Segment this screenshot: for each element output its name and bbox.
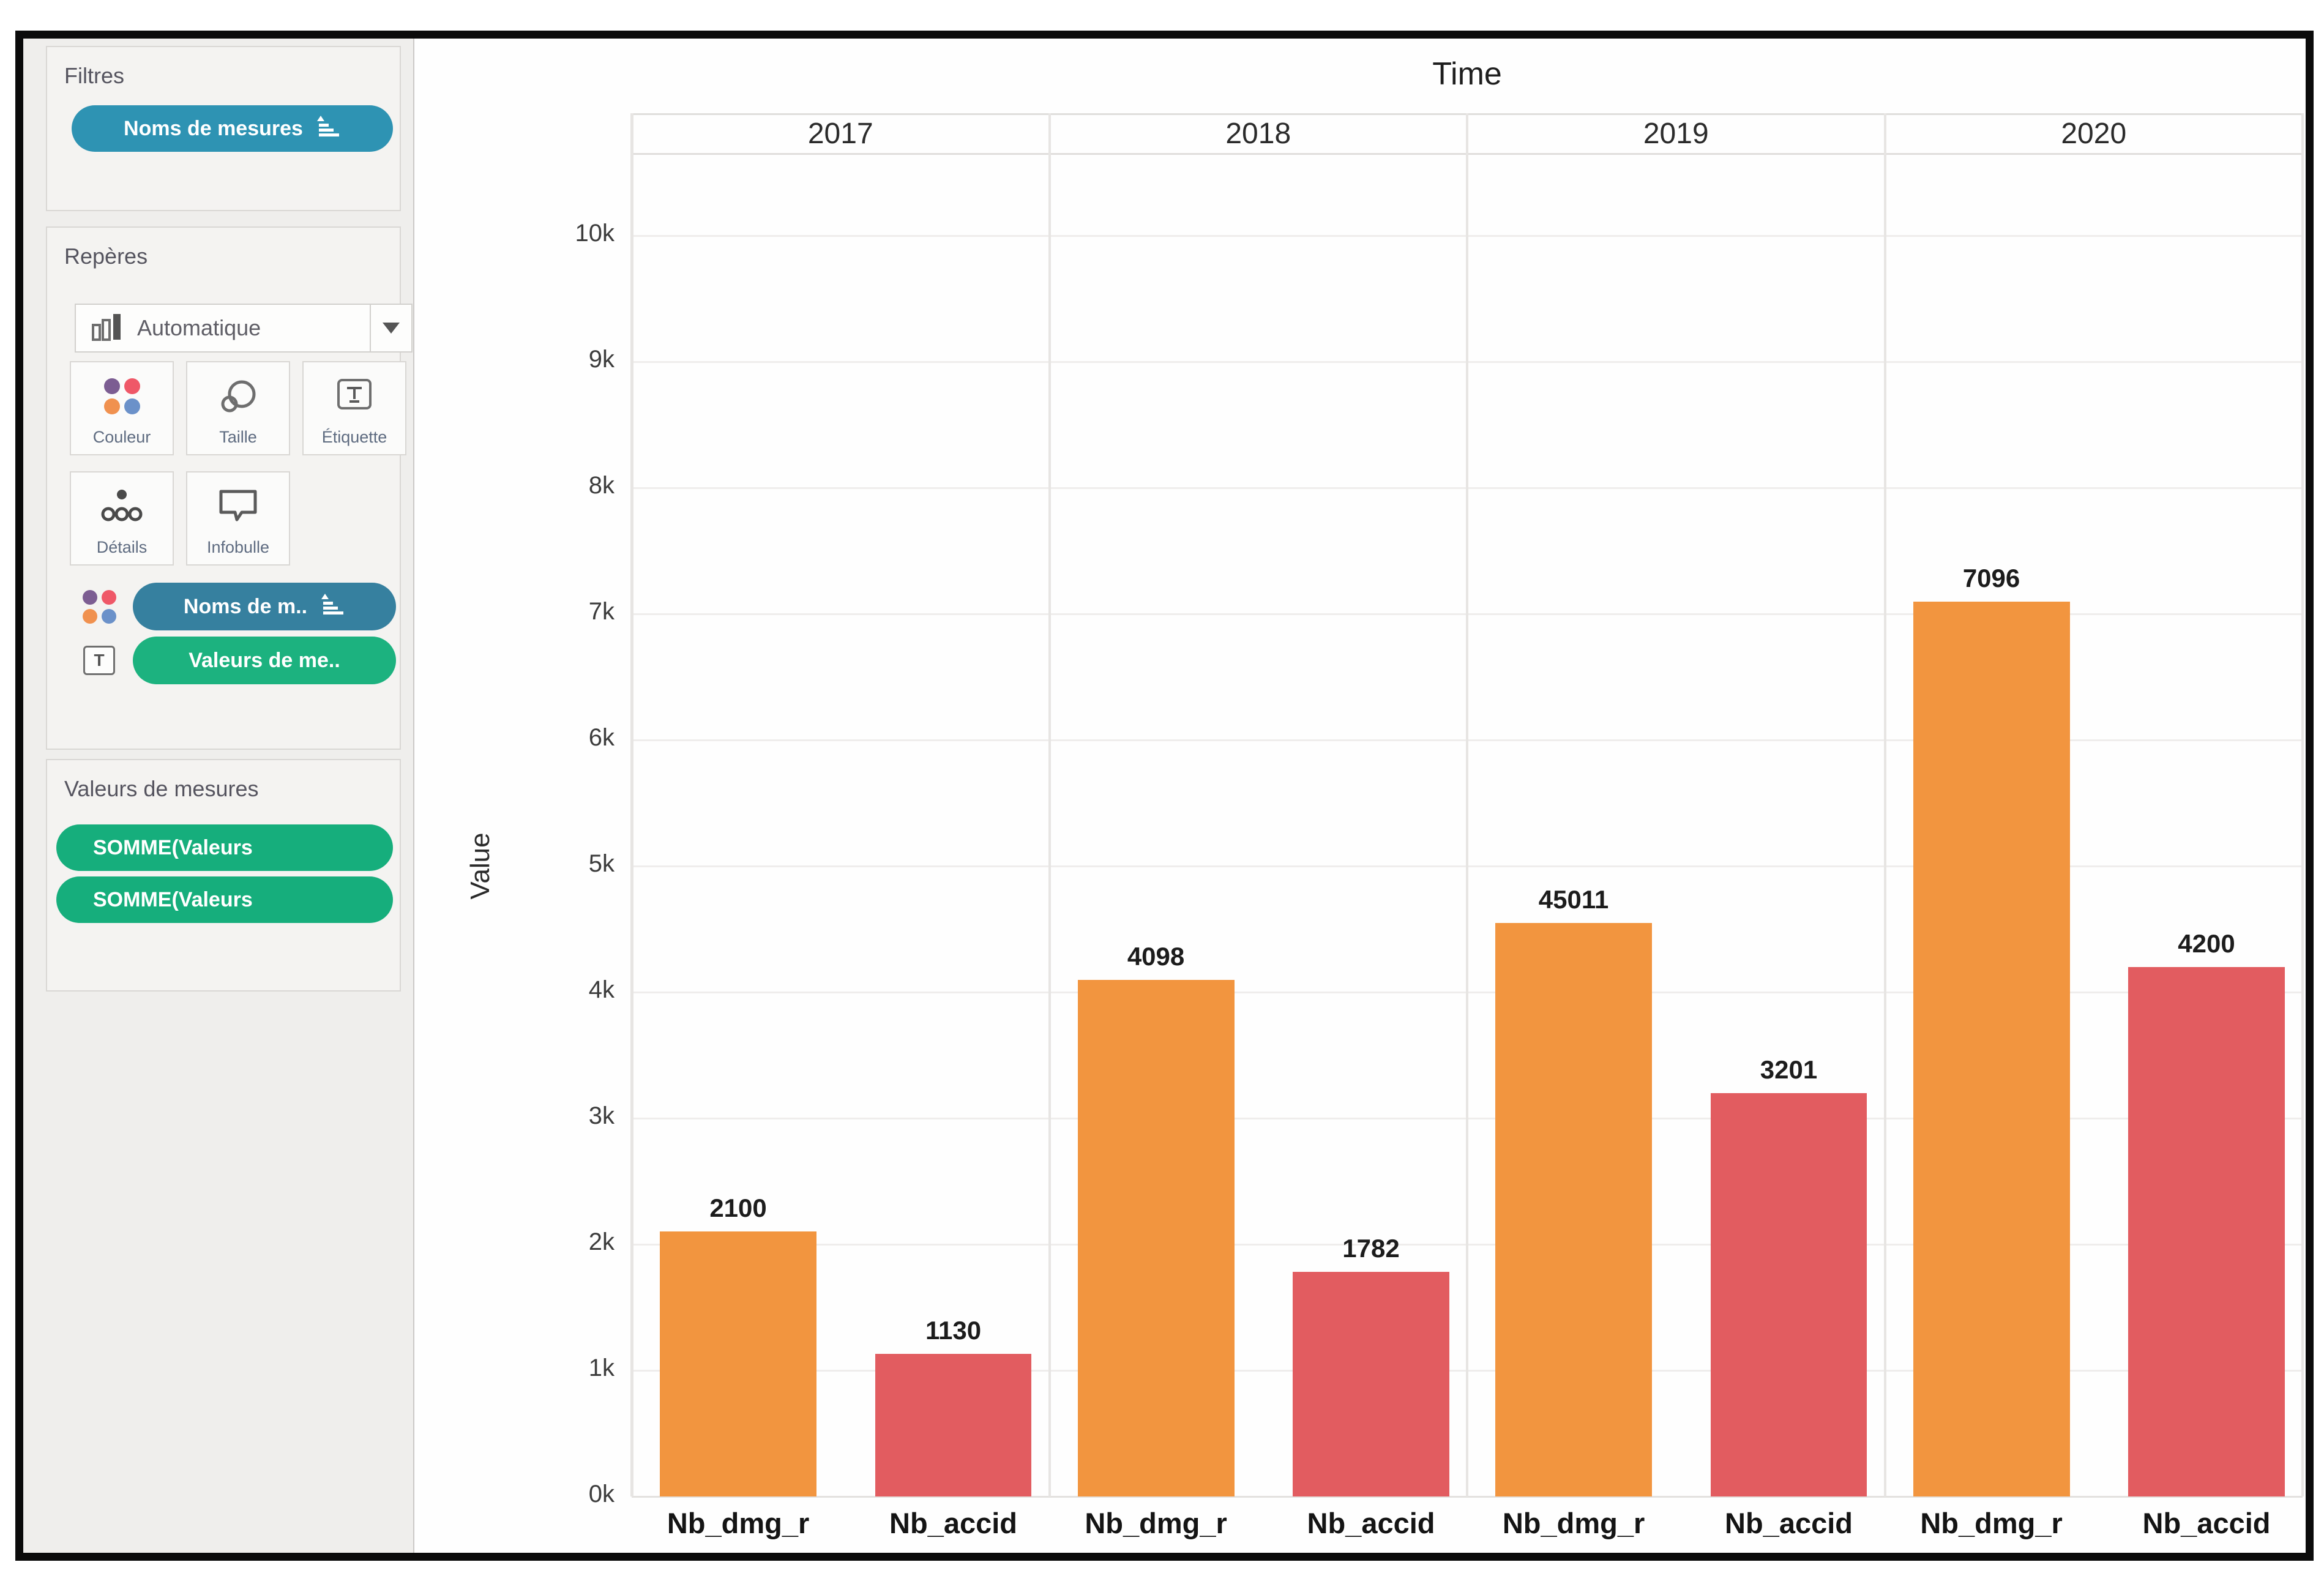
measure-values-card: Valeurs de mesures SOMME(Valeurs SOMME(V… xyxy=(46,759,401,992)
marks-pill-valeurs-de-mesures[interactable]: Valeurs de me.. xyxy=(133,637,396,684)
marks-pill-row-label: T Valeurs de me.. xyxy=(65,637,396,684)
panel-divider xyxy=(1048,113,1051,1496)
y-tick-label: 0k xyxy=(588,1481,615,1507)
x-axis-label: Nb_accid xyxy=(889,1507,1018,1539)
bar-label: 3201 xyxy=(1760,1055,1818,1084)
y-tick-label: 3k xyxy=(588,1102,615,1129)
marks-pill-label: Noms de m.. xyxy=(183,594,308,618)
y-tick-label: 8k xyxy=(588,472,615,499)
mark-type-dropdown[interactable]: Automatique xyxy=(75,304,413,353)
bar[interactable] xyxy=(1710,1093,1867,1496)
mark-type-caret-button[interactable] xyxy=(370,305,411,351)
measure-values-pill-2[interactable]: SOMME(Valeurs xyxy=(56,876,393,923)
marks-card-title: Repères xyxy=(64,244,148,269)
x-axis-label: Nb_dmg_r xyxy=(1502,1507,1645,1539)
measure-values-pill-1[interactable]: SOMME(Valeurs xyxy=(56,824,393,871)
color-dots-icon xyxy=(65,589,133,624)
tableau-window: Filtres Noms de mesures Repères Automati… xyxy=(15,31,2314,1561)
sidebar: Filtres Noms de mesures Repères Automati… xyxy=(23,39,414,1553)
size-button[interactable]: Taille xyxy=(186,361,290,455)
bar[interactable] xyxy=(2128,966,2285,1496)
bar[interactable] xyxy=(1077,979,1235,1496)
x-axis-label: Nb_dmg_r xyxy=(1085,1507,1227,1539)
marks-pill-noms-de-mesures[interactable]: Noms de m.. xyxy=(133,583,396,630)
bar-label: 1130 xyxy=(925,1316,982,1345)
year-header[interactable]: 2018 xyxy=(1225,118,1291,150)
x-axis-label: Nb_dmg_r xyxy=(1920,1507,2063,1539)
bar-chart-icon xyxy=(92,313,124,344)
y-tick-label: 1k xyxy=(588,1354,615,1381)
x-axis-label: Nb_accid xyxy=(1307,1507,1435,1539)
tooltip-bubble-icon xyxy=(187,488,289,523)
gridline-horizontal xyxy=(632,1496,2303,1498)
filter-pill-noms-de-mesures[interactable]: Noms de mesures xyxy=(72,105,393,152)
filters-card-title: Filtres xyxy=(64,63,124,88)
year-header[interactable]: 2020 xyxy=(2061,118,2127,150)
panel-divider xyxy=(1883,113,1886,1496)
chevron-down-icon xyxy=(383,323,400,334)
tooltip-button-label: Infobulle xyxy=(206,538,270,556)
y-tick-label: 10k xyxy=(575,220,615,247)
bar-label: 1782 xyxy=(1342,1233,1400,1263)
bar-label: 4200 xyxy=(2178,928,2235,958)
x-axis-label: Nb_accid xyxy=(2142,1507,2271,1539)
panel-divider xyxy=(630,113,633,1496)
size-circles-icon xyxy=(187,378,289,415)
y-tick-label: 5k xyxy=(588,850,615,877)
marks-pill-row-color: Noms de m.. xyxy=(65,583,396,630)
bar[interactable] xyxy=(1495,922,1652,1496)
panel-divider xyxy=(2301,113,2304,1496)
text-t-icon: T xyxy=(65,646,133,675)
color-button[interactable]: Couleur xyxy=(70,361,174,455)
measure-values-pill-label: SOMME(Valeurs xyxy=(93,835,253,859)
bar-label: 4098 xyxy=(1127,941,1185,971)
chart-title: Time xyxy=(1432,56,1502,92)
size-button-label: Taille xyxy=(219,428,257,446)
filter-pill-label: Noms de mesures xyxy=(124,116,303,140)
x-axis-label: Nb_accid xyxy=(1725,1507,1853,1539)
y-tick-label: 4k xyxy=(588,976,615,1003)
bar-label: 7096 xyxy=(1962,564,2020,593)
mark-type-label: Automatique xyxy=(137,315,261,340)
detail-dots-icon xyxy=(71,488,173,524)
marks-pill-label: Valeurs de me.. xyxy=(189,648,340,672)
bar-label: 45011 xyxy=(1538,884,1609,914)
label-t-icon xyxy=(304,378,405,410)
detail-button[interactable]: Détails xyxy=(70,471,174,566)
measure-values-pill-label: SOMME(Valeurs xyxy=(93,887,253,911)
bar-label: 2100 xyxy=(709,1194,767,1223)
chart-canvas: Time Value 0k 1k 2k 3k 4k 5k 6k 7k 8k 9k 10k 2017 21… xyxy=(414,39,2306,1553)
marks-card: Repères Automatique Couleur xyxy=(46,226,413,750)
color-button-label: Couleur xyxy=(92,428,151,446)
year-header[interactable]: 2019 xyxy=(1643,118,1709,150)
year-header[interactable]: 2017 xyxy=(807,118,873,150)
y-axis-title: Value xyxy=(465,832,495,900)
y-tick-label: 7k xyxy=(588,598,615,625)
color-dots-icon xyxy=(71,378,173,414)
y-tick-label: 6k xyxy=(588,724,615,751)
bar[interactable] xyxy=(875,1354,1032,1496)
tooltip-button[interactable]: Infobulle xyxy=(186,471,290,566)
filters-card: Filtres Noms de mesures xyxy=(46,46,401,211)
label-button[interactable]: Étiquette xyxy=(302,361,406,455)
sort-icon xyxy=(318,592,345,622)
detail-button-label: Détails xyxy=(96,538,148,556)
x-axis-label: Nb_dmg_r xyxy=(667,1507,810,1539)
bar[interactable] xyxy=(1913,602,2070,1496)
label-button-label: Étiquette xyxy=(321,428,387,446)
panel-divider xyxy=(1466,113,1468,1496)
bar[interactable] xyxy=(1293,1271,1449,1496)
sort-icon xyxy=(314,114,341,144)
measure-values-card-title: Valeurs de mesures xyxy=(64,776,259,801)
bar[interactable] xyxy=(660,1231,816,1496)
y-tick-label: 9k xyxy=(588,346,615,373)
y-tick-label: 2k xyxy=(588,1228,615,1255)
